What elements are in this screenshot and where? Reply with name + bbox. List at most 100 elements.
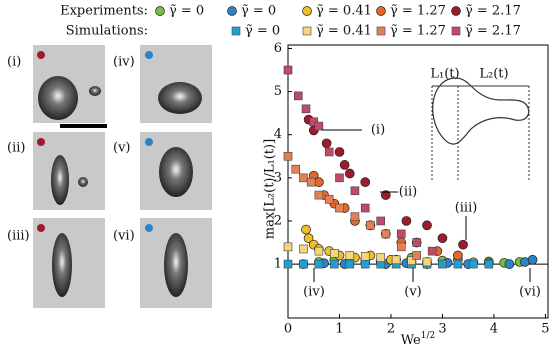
point: [422, 257, 432, 267]
point: [360, 259, 370, 269]
point: [344, 168, 355, 179]
point: [366, 220, 375, 230]
point: [335, 173, 344, 183]
y-tick-label: 4: [274, 127, 282, 142]
point: [306, 177, 316, 187]
dot: [145, 138, 153, 146]
point: [283, 151, 293, 161]
point: [396, 242, 406, 252]
legend-label: γ̃ = 2.17: [465, 24, 521, 39]
legend-marker: [155, 6, 165, 16]
point: [407, 256, 416, 265]
droplet: [158, 82, 202, 114]
legend-marker: [376, 6, 386, 16]
point: [335, 203, 344, 213]
legend-group: Simulations:: [66, 24, 148, 39]
point: [299, 173, 308, 183]
legend-label: γ̃ = 0.41: [316, 24, 372, 39]
annotation: (ii): [399, 185, 417, 200]
panel-label: (iv): [113, 55, 135, 70]
legend-label: γ̃ = 1.27: [390, 24, 446, 39]
photos: (i) (iv) (ii) (v) (iii) (vi): [7, 45, 212, 308]
panel-label: (vi): [113, 229, 135, 244]
droplet: [78, 177, 88, 187]
legend-label: γ̃ = 1.27: [390, 4, 446, 19]
inset-label: L₁(t): [430, 67, 459, 82]
legend-label: γ̃ = 0.41: [316, 4, 372, 19]
panel-label: (v): [113, 141, 131, 156]
point: [303, 233, 314, 244]
point: [412, 238, 422, 247]
y-tick-label: 3: [274, 170, 282, 185]
point: [469, 259, 478, 269]
point: [453, 259, 463, 269]
point: [453, 250, 463, 261]
annotation: (iii): [455, 201, 478, 216]
point: [334, 147, 345, 157]
point: [291, 164, 301, 174]
point: [427, 246, 437, 256]
point: [283, 242, 293, 252]
legend-marker: [451, 26, 461, 36]
point: [314, 259, 324, 269]
point: [330, 259, 339, 269]
point: [314, 190, 324, 200]
dot: [37, 51, 45, 59]
point: [324, 147, 334, 157]
droplet: [51, 155, 69, 205]
point: [396, 229, 406, 239]
point: [301, 104, 311, 114]
drop-outline: [432, 77, 530, 145]
point: [314, 177, 324, 187]
legend-label: γ̃ = 0: [241, 4, 276, 19]
x-tick-label: 4: [490, 322, 498, 337]
point: [314, 246, 324, 256]
point: [438, 259, 447, 269]
point: [381, 229, 391, 239]
point: [321, 138, 332, 149]
point: [527, 254, 538, 265]
x-axis-label-sup: 1/2: [421, 331, 435, 341]
annotation: (iv): [303, 285, 325, 300]
dot: [145, 224, 153, 232]
legend-marker: [376, 26, 386, 36]
legend-label: γ̃ = 0: [169, 4, 204, 19]
annotation: (v): [404, 285, 422, 300]
point: [484, 259, 494, 269]
dot: [37, 224, 45, 232]
legend-label: γ̃ = 0: [245, 24, 280, 39]
point: [350, 212, 360, 221]
legend-marker: [302, 26, 312, 36]
point: [360, 177, 371, 187]
photo: [33, 132, 105, 210]
y-tick-label: 6: [274, 41, 282, 56]
legend-label: γ̃ = 2.17: [465, 4, 521, 19]
point: [293, 91, 303, 101]
y-tick-label: 1: [274, 257, 282, 272]
point: [422, 220, 432, 231]
droplet: [52, 233, 72, 297]
inset-label: L₂(t): [479, 67, 508, 82]
plot-frame: [287, 44, 549, 319]
point: [458, 239, 468, 250]
point: [314, 121, 324, 131]
point: [360, 252, 370, 261]
annotation: (vi): [519, 285, 541, 300]
legend-marker: [451, 6, 461, 16]
point: [299, 244, 308, 254]
x-tick-label: 5: [541, 322, 549, 337]
annotation: (i): [371, 123, 385, 138]
point: [401, 216, 412, 226]
x-axis-label-base: We: [401, 333, 421, 348]
point: [339, 160, 350, 170]
x-tick-label: 1: [335, 322, 343, 337]
droplet: [164, 233, 188, 297]
point: [330, 249, 339, 258]
point: [376, 253, 385, 262]
legend-marker: [302, 6, 312, 16]
x-tick-label: 3: [438, 322, 446, 337]
droplet: [159, 147, 193, 197]
point: [391, 255, 401, 265]
droplet: [38, 76, 78, 120]
point: [412, 251, 422, 260]
